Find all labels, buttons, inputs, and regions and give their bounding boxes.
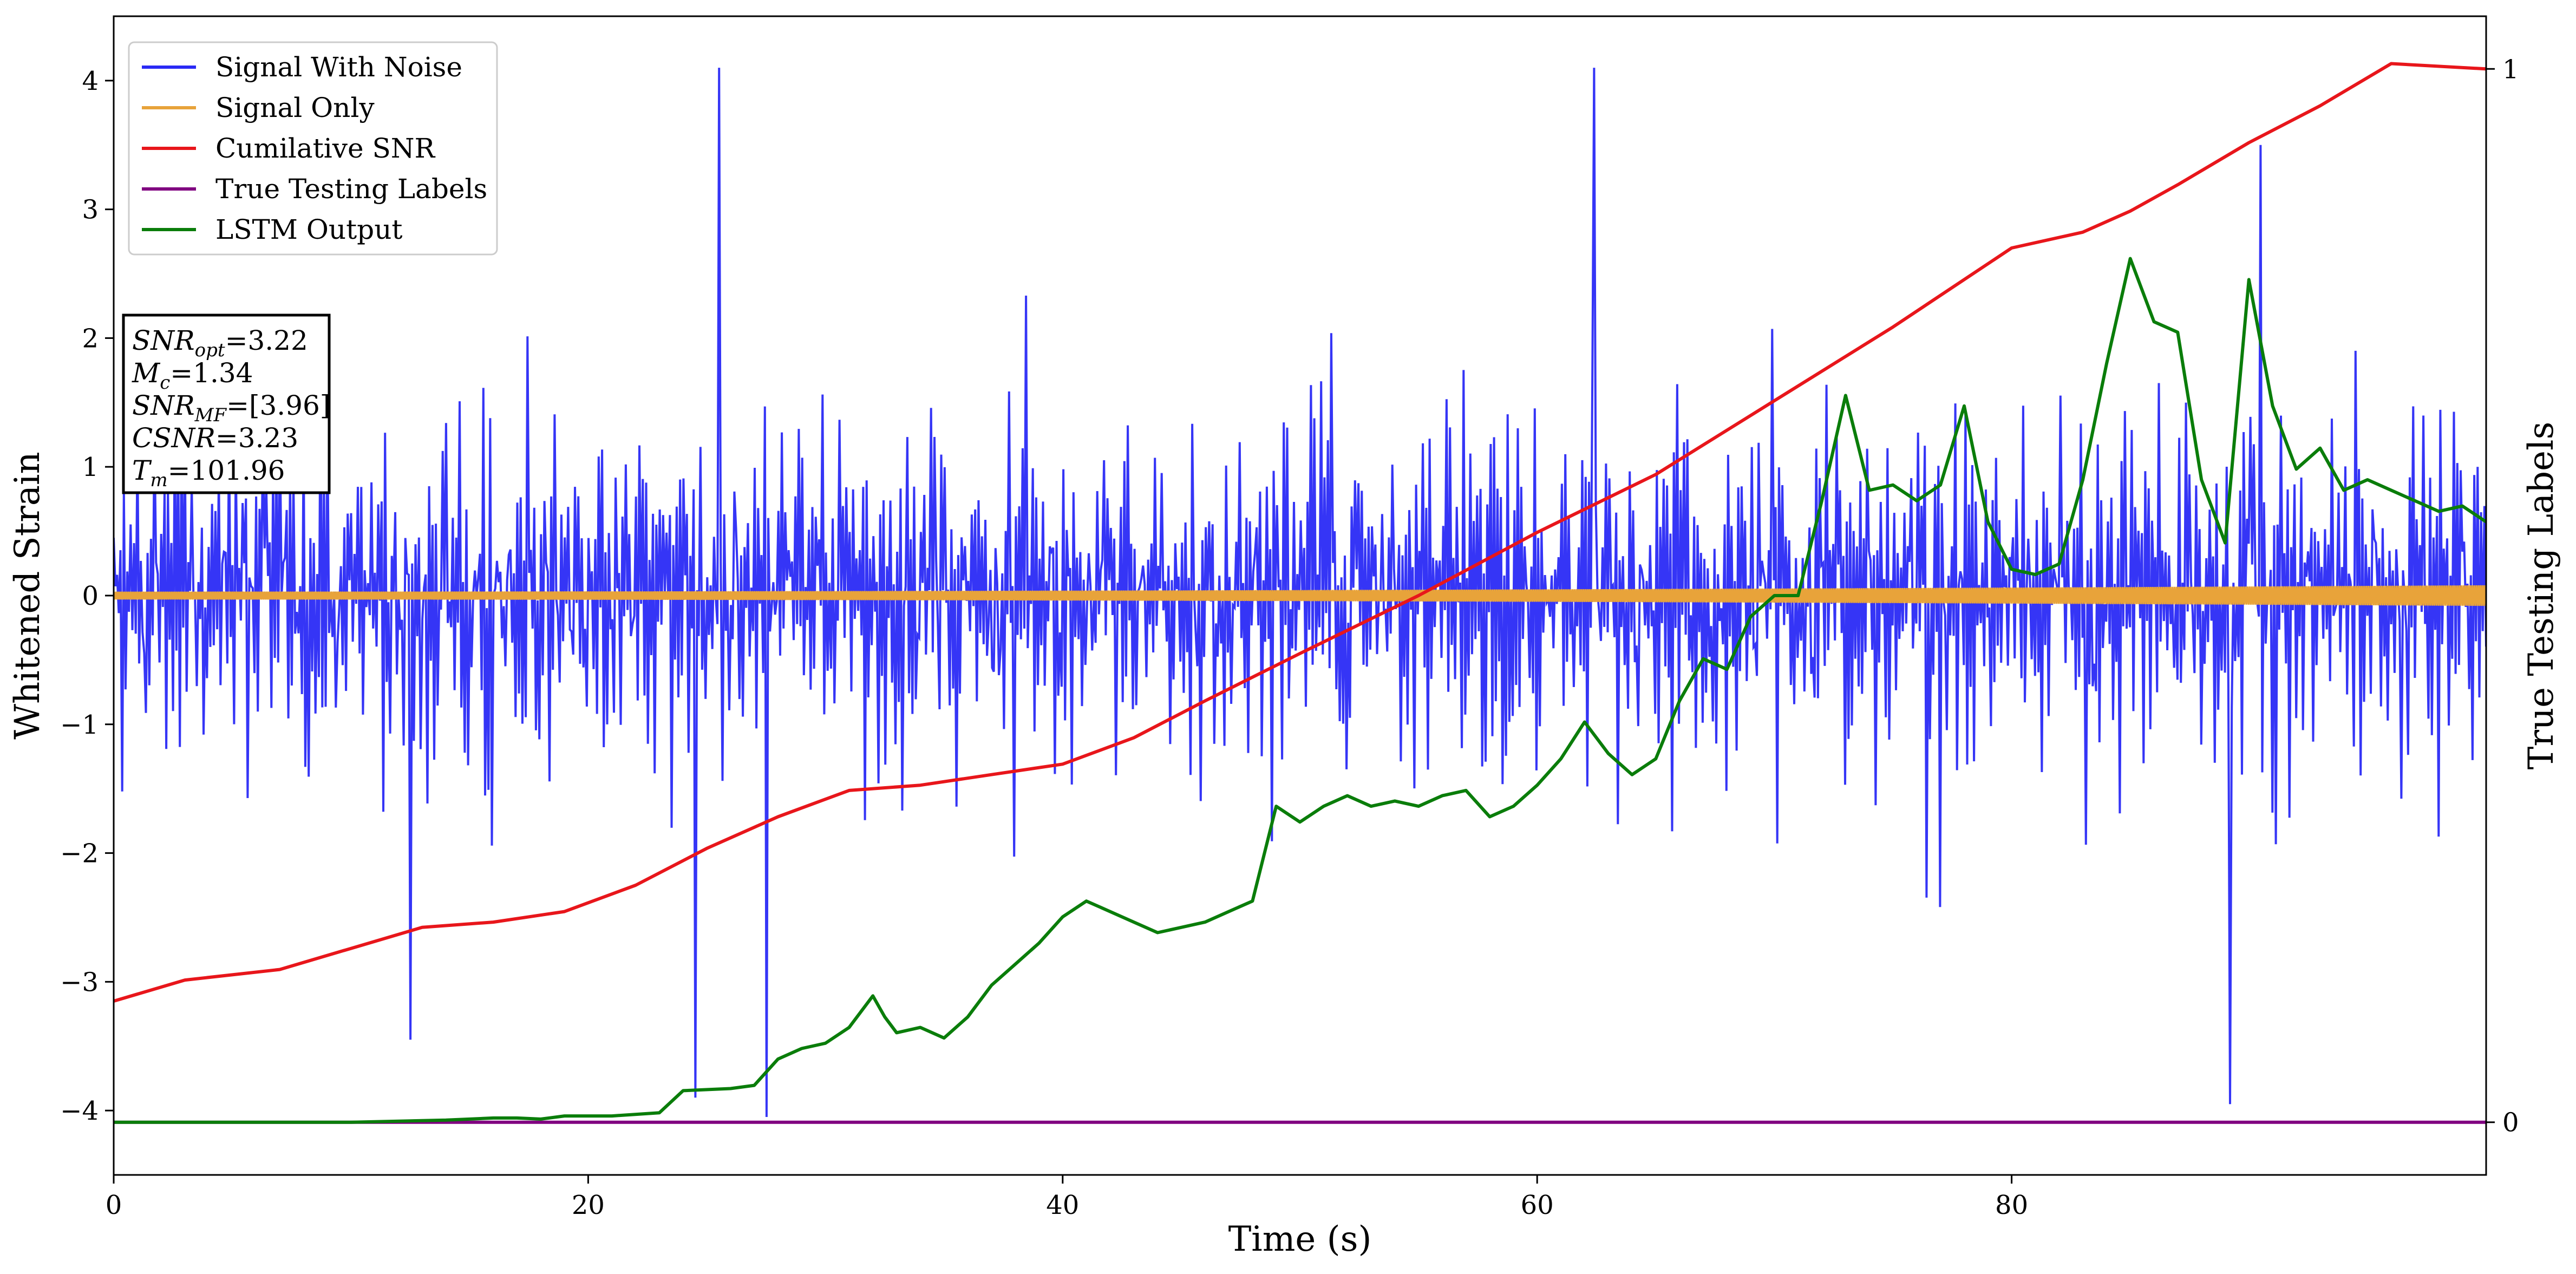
y-tick-label: −4	[60, 1096, 99, 1126]
x-tick-label: 40	[1046, 1190, 1079, 1220]
annotation-line: SNRMF=[3.96]	[132, 390, 330, 426]
y-tick-label: 4	[82, 66, 99, 96]
y-axis-title: Whitened Strain	[8, 452, 48, 739]
legend-frame	[128, 41, 498, 256]
y-tick-label: 3	[82, 195, 99, 225]
y-tick-label: −3	[60, 967, 99, 997]
annotation-line: SNRopt=3.22	[132, 325, 308, 361]
annotation-frame	[122, 313, 331, 494]
y2-axis-title: True Testing Labels	[2521, 422, 2561, 770]
legend-label: Cumilative SNR	[215, 133, 435, 164]
y-tick-label: 2	[82, 323, 99, 354]
series-layer	[114, 62, 2486, 1124]
legend-entry: Signal Only	[142, 92, 375, 123]
y-tick-label: −2	[60, 839, 99, 869]
x-tick-label: 60	[1521, 1190, 1554, 1220]
legend: Signal With Noise Signal Only Cumilative S…	[128, 41, 498, 256]
legend-entry: Signal With Noise	[142, 51, 462, 83]
legend-label: LSTM Output	[215, 214, 402, 245]
annotation-line: Mc=1.34	[132, 357, 253, 394]
legend-entry: LSTM Output	[142, 214, 402, 245]
y-tick-label: −1	[60, 710, 99, 740]
legend-label: Signal Only	[215, 92, 375, 123]
series-lstm-output	[114, 257, 2486, 1124]
series-signal-with-noise	[114, 68, 2486, 1118]
series-signal-only	[114, 585, 2486, 606]
legend-entry: Cumilative SNR	[142, 133, 435, 164]
annotation-line: CSNR=3.23	[132, 422, 298, 454]
y2-tick-label: 1	[2502, 54, 2519, 84]
annotation-line: Tm=101.96	[132, 455, 285, 491]
series-cumilative-snr	[114, 62, 2486, 1003]
x-tick-label: 0	[106, 1190, 122, 1220]
x-tick-label: 20	[572, 1190, 605, 1220]
y2-tick-label: 0	[2502, 1108, 2519, 1138]
legend-label: Signal With Noise	[215, 51, 462, 83]
legend-label: True Testing Labels	[215, 173, 487, 205]
legend-entry: True Testing Labels	[142, 173, 487, 205]
annotation-box: SNRopt=3.22Mc=1.34SNRMF=[3.96]CSNR=3.23T…	[122, 313, 331, 494]
y-tick-label: 1	[82, 452, 99, 482]
x-axis-title: Time (s)	[1228, 1219, 1372, 1259]
y-tick-label: 0	[82, 581, 99, 611]
x-tick-label: 80	[1995, 1190, 2028, 1220]
